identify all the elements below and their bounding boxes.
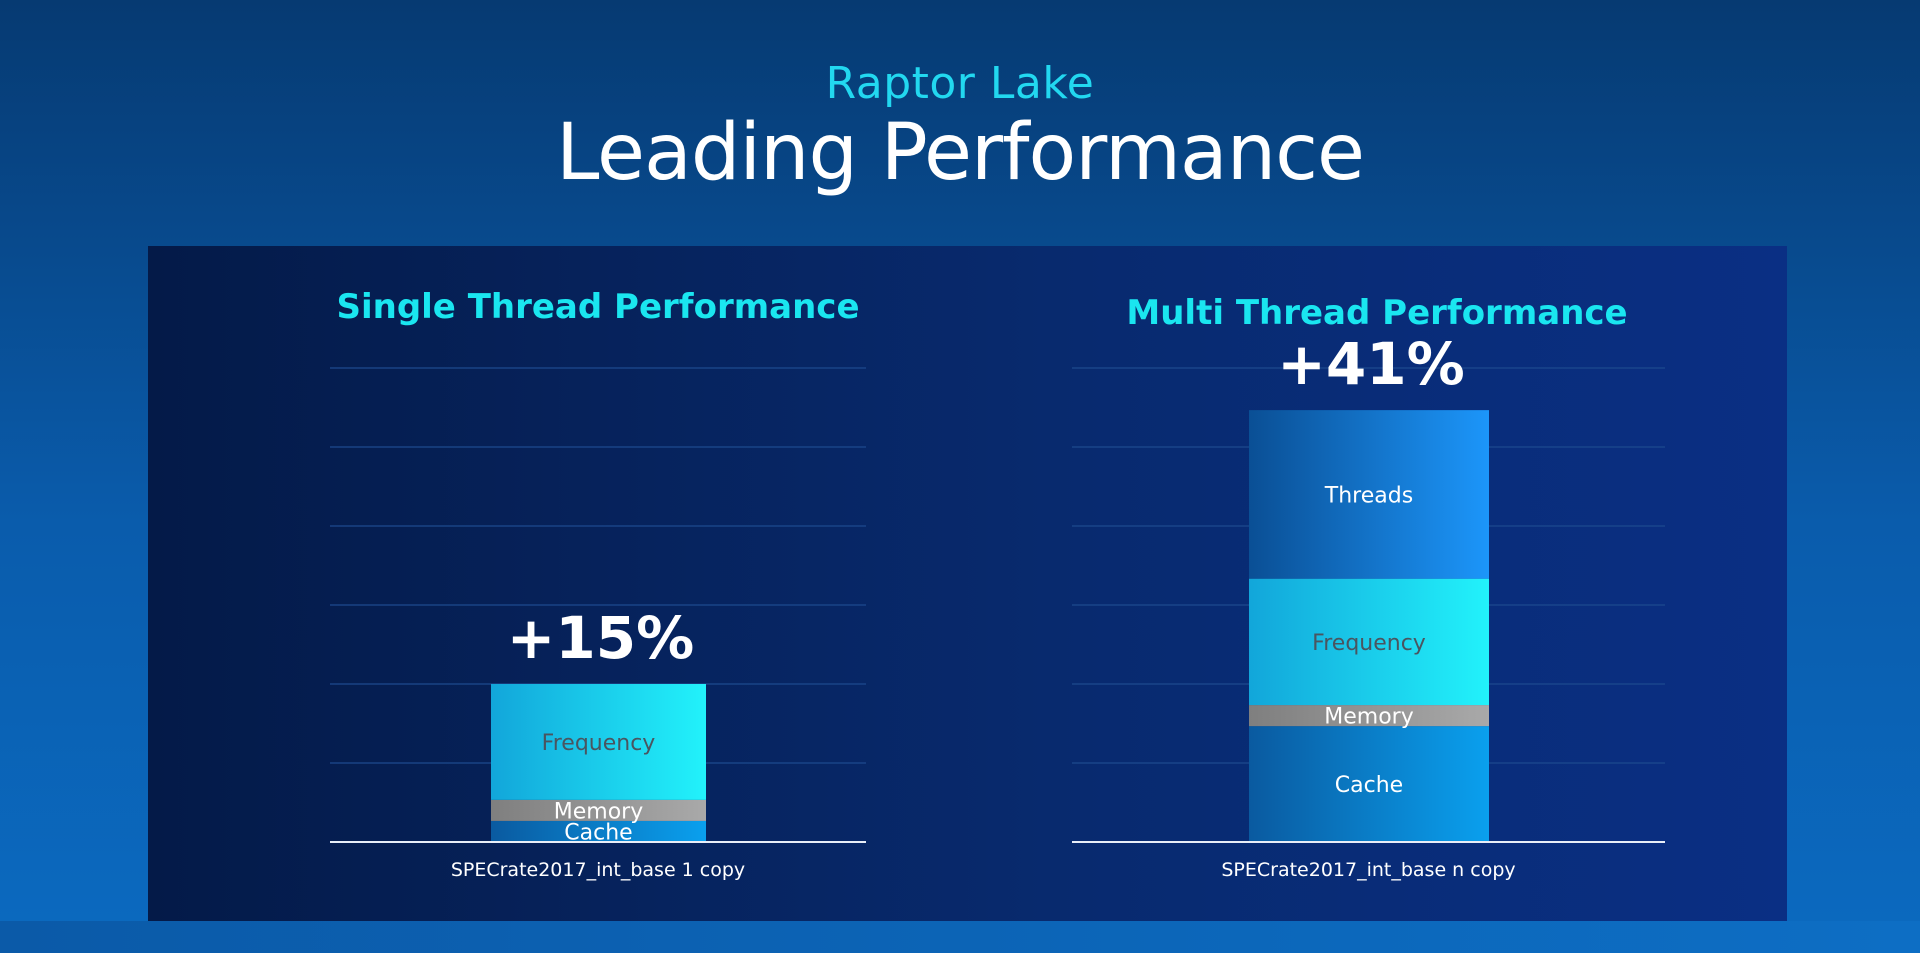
chart2-bar-frequency: [1249, 578, 1489, 706]
chart2-label-threads: Threads: [1324, 483, 1413, 508]
chart2-xlabel: SPECrate2017_int_base n copy: [1221, 859, 1515, 881]
chart-panel: [148, 246, 1787, 921]
chart1-total-label: +15%: [507, 604, 694, 672]
chart1-label-memory: Memory: [554, 799, 643, 824]
chart1-bar-memory: [491, 799, 706, 821]
chart1-bar-cache: [491, 820, 706, 842]
chart1-label-frequency: Frequency: [542, 731, 656, 756]
chart2-bar-memory: [1249, 705, 1489, 727]
chart2-bar-cache: [1249, 726, 1489, 842]
subtitle: Raptor Lake: [825, 58, 1095, 109]
page-title: Leading Performance: [555, 108, 1365, 198]
chart2-label-cache: Cache: [1335, 773, 1403, 798]
chart1-bar-frequency: [491, 684, 706, 800]
footer-decoration: [0, 921, 1920, 953]
chart2-bar-threads: [1249, 410, 1489, 579]
chart2-label-memory: Memory: [1324, 705, 1413, 730]
chart2-total-label: +41%: [1277, 330, 1464, 398]
chart2-label-frequency: Frequency: [1312, 631, 1426, 656]
chart1-title: Single Thread Performance: [336, 287, 859, 327]
chart2-title: Multi Thread Performance: [1126, 293, 1627, 333]
chart1-xlabel: SPECrate2017_int_base 1 copy: [451, 859, 745, 881]
